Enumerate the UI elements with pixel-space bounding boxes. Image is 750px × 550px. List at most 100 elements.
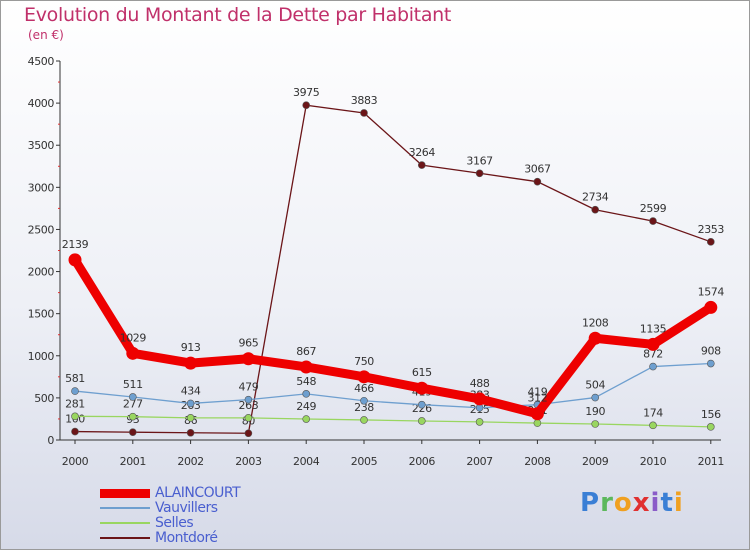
data-point <box>186 399 195 408</box>
data-label: 312 <box>528 392 548 405</box>
data-point <box>186 414 195 422</box>
logo-letter: x <box>632 488 651 518</box>
data-point <box>591 420 600 428</box>
data-point <box>475 169 484 178</box>
series-line <box>71 257 714 419</box>
logo-letter: r <box>600 488 614 518</box>
legend-swatch <box>100 537 150 539</box>
chart-title: Evolution du Montant de la Dette par Hab… <box>24 4 452 26</box>
data-label: 1574 <box>698 285 725 298</box>
data-point <box>706 423 715 431</box>
data-label: 908 <box>701 345 721 358</box>
data-point <box>649 362 657 371</box>
data-point <box>302 101 311 110</box>
chart-subtitle: (en €) <box>28 28 64 42</box>
y-tick-label: 1500 <box>28 308 55 321</box>
x-tick-label: 2009 <box>582 455 609 468</box>
data-point <box>706 359 715 368</box>
data-label: 488 <box>470 377 490 390</box>
y-tick-label: 0 <box>47 434 54 447</box>
x-tick-label: 2007 <box>466 455 493 468</box>
data-point <box>68 253 82 267</box>
data-point <box>244 395 253 404</box>
data-label: 2139 <box>62 238 89 251</box>
data-point <box>241 352 255 366</box>
data-point <box>704 300 718 314</box>
data-label: 615 <box>412 366 432 379</box>
data-point <box>360 416 368 424</box>
data-point <box>591 393 600 402</box>
data-point <box>417 161 426 169</box>
legend-swatch <box>100 489 150 498</box>
series-line <box>74 362 711 409</box>
data-label: 249 <box>296 400 316 413</box>
data-label: 3067 <box>524 163 551 176</box>
data-label: 3264 <box>409 146 436 159</box>
data-label: 511 <box>123 378 143 391</box>
data-label: 277 <box>123 398 143 411</box>
data-point <box>129 412 137 421</box>
data-point <box>533 419 542 427</box>
data-point <box>71 387 79 395</box>
y-tick-label: 4500 <box>28 55 55 68</box>
data-label: 466 <box>354 382 374 395</box>
series-selles: 281277263263249238226215201190174156 <box>65 397 721 431</box>
data-point <box>360 109 368 117</box>
data-label: 1208 <box>582 316 609 329</box>
x-tick-label: 2008 <box>524 455 551 468</box>
y-tick-label: 3000 <box>28 181 55 194</box>
legend-swatch <box>100 522 150 524</box>
data-label: 913 <box>181 341 201 354</box>
data-label: 190 <box>585 405 605 418</box>
data-label: 174 <box>643 406 663 419</box>
data-point <box>71 427 79 436</box>
series-line <box>74 430 249 434</box>
data-label: 2353 <box>698 223 725 236</box>
data-point <box>588 331 602 345</box>
legend-swatch <box>100 507 150 509</box>
y-tick-label: 4000 <box>28 97 55 110</box>
data-point <box>129 393 137 401</box>
legend-label: Selles <box>155 515 194 531</box>
y-tick-label: 500 <box>34 392 54 405</box>
x-tick-label: 2003 <box>235 455 262 468</box>
x-tick-label: 2001 <box>120 455 146 468</box>
legend-label: Montdoré <box>155 530 218 546</box>
data-label: 750 <box>354 355 374 368</box>
data-point <box>530 407 544 421</box>
data-point <box>417 417 426 425</box>
x-tick-label: 2010 <box>640 455 667 468</box>
data-point <box>299 360 313 374</box>
proxiti-logo: Proxiti <box>580 488 684 518</box>
y-tick-label: 2000 <box>28 266 55 279</box>
x-tick-label: 2004 <box>293 455 320 468</box>
data-point <box>533 177 542 186</box>
data-point <box>302 415 311 423</box>
logo-letter: i <box>650 488 661 518</box>
data-label: 1029 <box>120 331 147 344</box>
data-point <box>126 346 140 360</box>
legend-label: Vauvillers <box>155 500 218 516</box>
data-point <box>360 396 368 405</box>
logo-letter: i <box>673 488 684 518</box>
x-tick-label: 2005 <box>351 455 378 468</box>
data-point <box>302 390 311 398</box>
data-label: 872 <box>643 348 663 361</box>
data-label: 3883 <box>351 94 378 107</box>
data-label: 3975 <box>293 86 320 99</box>
series-line <box>74 415 711 428</box>
data-point <box>357 370 371 384</box>
data-point <box>649 421 657 430</box>
data-label: 434 <box>181 384 201 397</box>
logo-letter: t <box>660 488 674 518</box>
data-label: 867 <box>296 345 316 358</box>
logo-letter: P <box>580 488 601 518</box>
y-tick-label: 3500 <box>28 139 55 152</box>
data-point <box>184 356 198 370</box>
x-tick-label: 2011 <box>698 455 724 468</box>
x-tick-label: 2000 <box>62 455 89 468</box>
data-point <box>706 238 715 246</box>
x-tick-label: 2002 <box>177 455 203 468</box>
